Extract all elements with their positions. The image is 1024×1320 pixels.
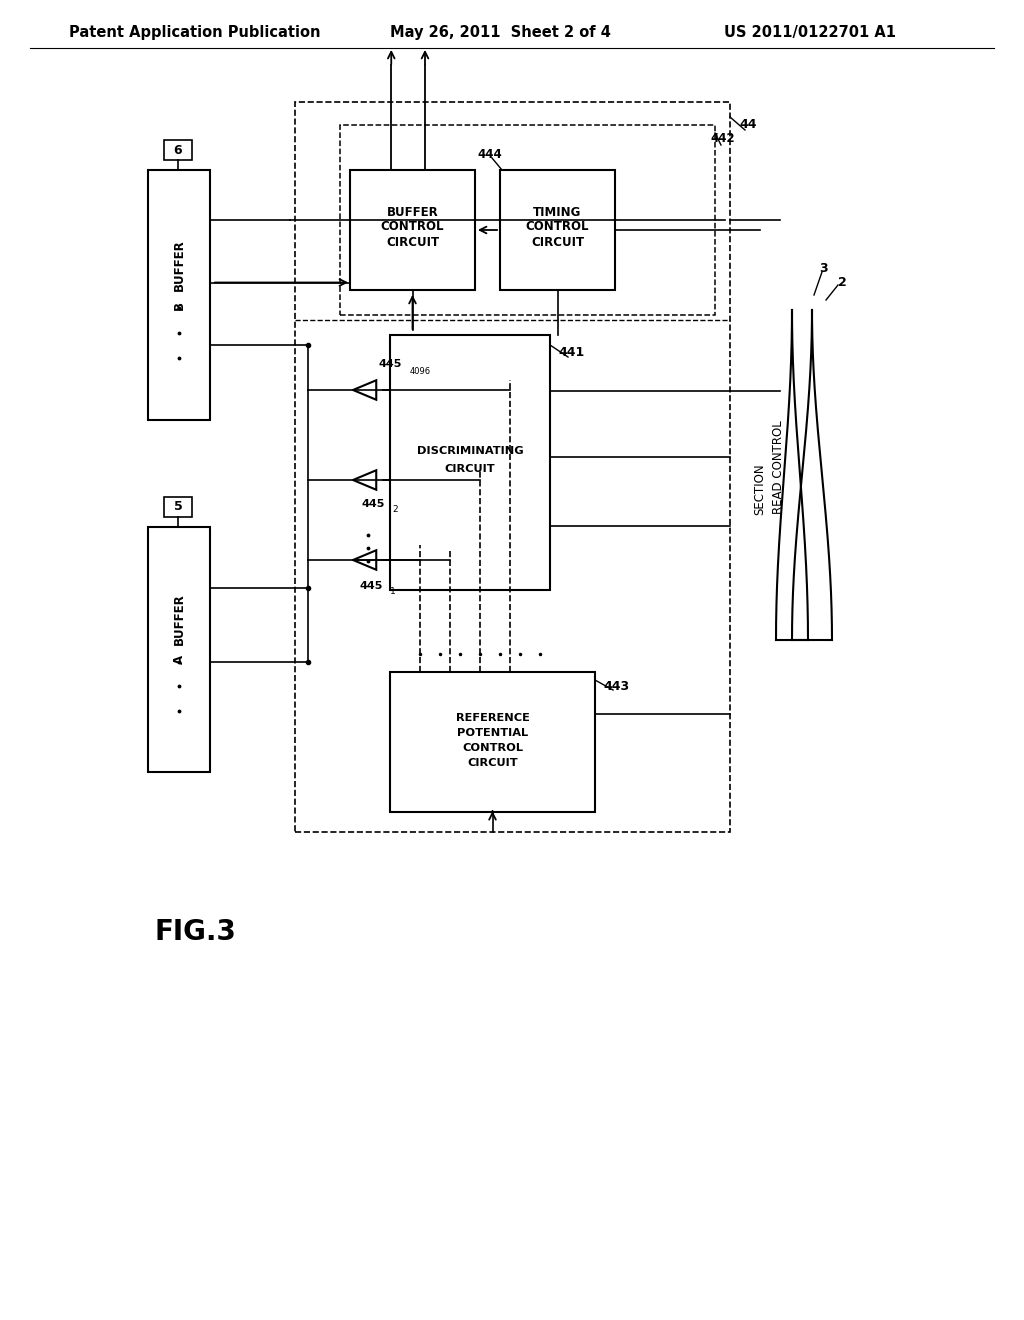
Text: CIRCUIT: CIRCUIT <box>386 235 439 248</box>
Bar <box>295 102 730 832</box>
Bar <box>340 125 715 315</box>
Text: 3: 3 <box>819 261 828 275</box>
Text: CONTROL: CONTROL <box>381 220 444 234</box>
Text: US 2011/0122701 A1: US 2011/0122701 A1 <box>724 25 896 41</box>
Text: 44: 44 <box>739 117 757 131</box>
Bar <box>390 335 550 590</box>
Text: SECTION: SECTION <box>754 463 767 515</box>
Text: CIRCUIT: CIRCUIT <box>467 758 518 768</box>
Bar <box>148 527 210 772</box>
Bar <box>164 498 193 517</box>
Bar <box>164 140 193 160</box>
Text: B: B <box>172 301 185 309</box>
Bar <box>500 170 615 290</box>
Text: 441: 441 <box>559 346 585 359</box>
Text: BUFFER: BUFFER <box>387 206 438 219</box>
Text: 445: 445 <box>361 499 385 510</box>
Text: DISCRIMINATING: DISCRIMINATING <box>417 446 523 455</box>
Text: CONTROL: CONTROL <box>525 220 589 234</box>
Text: Patent Application Publication: Patent Application Publication <box>70 25 321 41</box>
Text: BUFFER: BUFFER <box>172 239 185 290</box>
Text: A: A <box>172 655 185 664</box>
Bar <box>390 672 595 812</box>
Text: POTENTIAL: POTENTIAL <box>457 729 528 738</box>
Text: CIRCUIT: CIRCUIT <box>444 463 496 474</box>
Text: 1: 1 <box>390 587 395 597</box>
Text: 443: 443 <box>604 680 630 693</box>
Text: 2: 2 <box>392 506 397 515</box>
Text: 445: 445 <box>359 581 383 591</box>
Text: CIRCUIT: CIRCUIT <box>530 235 584 248</box>
Text: 444: 444 <box>477 148 503 161</box>
Text: BUFFER: BUFFER <box>172 594 185 645</box>
Text: May 26, 2011  Sheet 2 of 4: May 26, 2011 Sheet 2 of 4 <box>389 25 610 41</box>
Bar <box>350 170 475 290</box>
Text: 442: 442 <box>711 132 735 145</box>
Text: READ CONTROL: READ CONTROL <box>771 420 784 513</box>
Text: FIG.3: FIG.3 <box>154 917 236 946</box>
Text: 6: 6 <box>174 144 182 157</box>
Text: TIMING: TIMING <box>534 206 582 219</box>
Text: 445: 445 <box>378 359 401 370</box>
Bar <box>148 170 210 420</box>
Text: 2: 2 <box>838 276 847 289</box>
Text: 4096: 4096 <box>410 367 431 376</box>
Text: CONTROL: CONTROL <box>462 743 523 752</box>
Text: 5: 5 <box>174 500 182 513</box>
Text: REFERENCE: REFERENCE <box>456 713 529 723</box>
